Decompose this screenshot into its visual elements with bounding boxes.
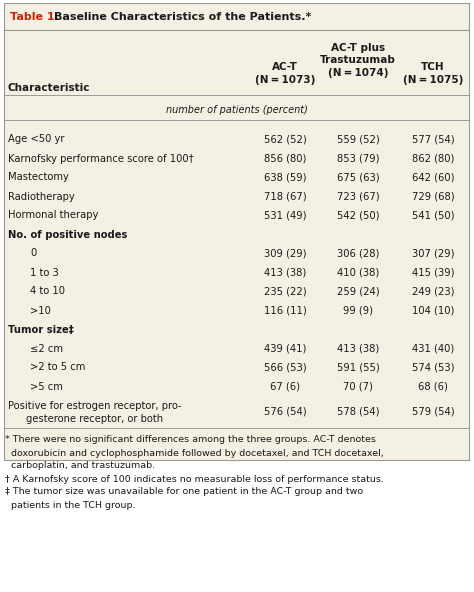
Text: 578 (54): 578 (54) (337, 407, 379, 417)
Bar (4, 30, 469, 460)
Text: AC-T plus: AC-T plus (331, 43, 385, 53)
Text: 531 (49): 531 (49) (264, 211, 306, 220)
Text: Tumor size‡: Tumor size‡ (8, 324, 74, 334)
Text: Trastuzumab: Trastuzumab (320, 55, 396, 65)
Text: 675 (63): 675 (63) (337, 172, 379, 182)
Text: 1 to 3: 1 to 3 (30, 268, 59, 278)
Text: Positive for estrogen receptor, pro-: Positive for estrogen receptor, pro- (8, 401, 182, 411)
Text: 99 (9): 99 (9) (343, 305, 373, 316)
Text: 259 (24): 259 (24) (337, 287, 379, 297)
Text: 579 (54): 579 (54) (412, 407, 454, 417)
Text: 249 (23): 249 (23) (412, 287, 454, 297)
Text: 541 (50): 541 (50) (412, 211, 454, 220)
Text: 235 (22): 235 (22) (264, 287, 306, 297)
Bar (4, 3, 469, 30)
Text: 67 (6): 67 (6) (270, 381, 300, 391)
Text: † A Karnofsky score of 100 indicates no measurable loss of performance status.: † A Karnofsky score of 100 indicates no … (5, 475, 384, 484)
Text: number of patients (percent): number of patients (percent) (166, 105, 308, 115)
Text: 542 (50): 542 (50) (337, 211, 379, 220)
Text: 116 (11): 116 (11) (264, 305, 306, 316)
Text: 70 (7): 70 (7) (343, 381, 373, 391)
Text: Mastectomy: Mastectomy (8, 172, 69, 182)
Text: 562 (52): 562 (52) (264, 134, 306, 144)
Text: >5 cm: >5 cm (30, 381, 63, 391)
Text: Hormonal therapy: Hormonal therapy (8, 211, 99, 220)
Text: doxorubicin and cyclophosphamide followed by docetaxel, and TCH docetaxel,: doxorubicin and cyclophosphamide followe… (5, 449, 384, 458)
Text: 431 (40): 431 (40) (412, 343, 454, 353)
Text: 68 (6): 68 (6) (418, 381, 448, 391)
Text: 307 (29): 307 (29) (412, 249, 454, 259)
Text: No. of positive nodes: No. of positive nodes (8, 230, 128, 240)
Text: AC-T: AC-T (272, 62, 298, 72)
Text: (N = 1073): (N = 1073) (255, 75, 315, 85)
Text: 413 (38): 413 (38) (337, 343, 379, 353)
Text: 718 (67): 718 (67) (264, 191, 306, 201)
Text: >10: >10 (30, 305, 51, 316)
Text: 410 (38): 410 (38) (337, 268, 379, 278)
Text: 856 (80): 856 (80) (264, 153, 306, 163)
Text: 576 (54): 576 (54) (264, 407, 306, 417)
Text: patients in the TCH group.: patients in the TCH group. (5, 500, 136, 510)
Text: 638 (59): 638 (59) (264, 172, 306, 182)
Text: Table 1.: Table 1. (10, 11, 59, 21)
Text: * There were no significant differences among the three groups. AC-T denotes: * There were no significant differences … (5, 436, 376, 445)
Text: ≤2 cm: ≤2 cm (30, 343, 63, 353)
Text: gesterone receptor, or both: gesterone receptor, or both (26, 414, 163, 424)
Text: 415 (39): 415 (39) (412, 268, 454, 278)
Text: (N = 1074): (N = 1074) (328, 68, 388, 78)
Text: 104 (10): 104 (10) (412, 305, 454, 316)
Text: TCH: TCH (421, 62, 445, 72)
Text: Radiotherapy: Radiotherapy (8, 191, 75, 201)
Text: 577 (54): 577 (54) (412, 134, 454, 144)
Text: 642 (60): 642 (60) (412, 172, 454, 182)
Text: 413 (38): 413 (38) (264, 268, 306, 278)
Text: 591 (55): 591 (55) (337, 362, 379, 372)
Text: Age <50 yr: Age <50 yr (8, 134, 64, 144)
Text: 309 (29): 309 (29) (264, 249, 306, 259)
Text: 853 (79): 853 (79) (337, 153, 379, 163)
Text: ‡ The tumor size was unavailable for one patient in the AC-T group and two: ‡ The tumor size was unavailable for one… (5, 487, 363, 497)
Text: Karnofsky performance score of 100†: Karnofsky performance score of 100† (8, 153, 194, 163)
Text: >2 to 5 cm: >2 to 5 cm (30, 362, 85, 372)
Text: 4 to 10: 4 to 10 (30, 287, 65, 297)
Text: 0: 0 (30, 249, 36, 259)
Text: Baseline Characteristics of the Patients.*: Baseline Characteristics of the Patients… (54, 11, 311, 21)
Text: (N = 1075): (N = 1075) (403, 75, 463, 85)
Text: 862 (80): 862 (80) (412, 153, 454, 163)
Text: 559 (52): 559 (52) (337, 134, 379, 144)
Text: Characteristic: Characteristic (8, 83, 91, 93)
Text: 723 (67): 723 (67) (337, 191, 379, 201)
Text: 566 (53): 566 (53) (264, 362, 306, 372)
Text: 439 (41): 439 (41) (264, 343, 306, 353)
Text: 306 (28): 306 (28) (337, 249, 379, 259)
Text: 574 (53): 574 (53) (412, 362, 454, 372)
Text: carboplatin, and trastuzumab.: carboplatin, and trastuzumab. (5, 462, 155, 471)
Text: 729 (68): 729 (68) (412, 191, 454, 201)
